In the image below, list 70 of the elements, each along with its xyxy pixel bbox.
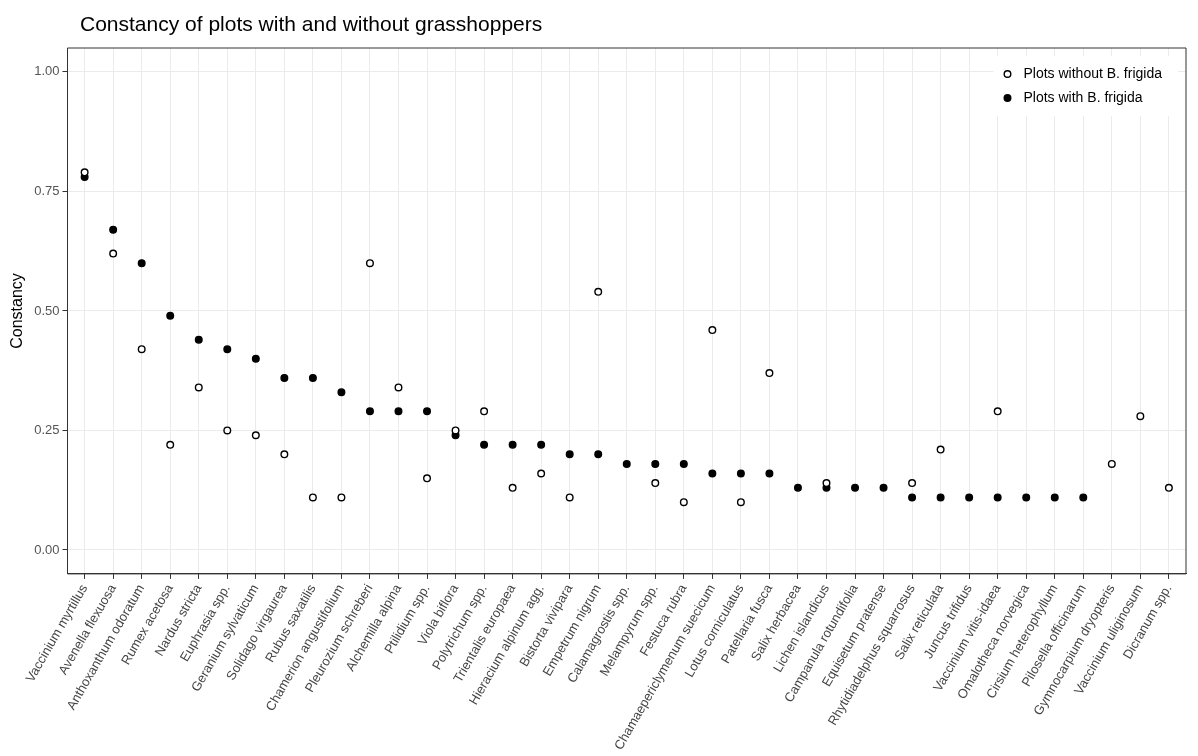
point — [1164, 483, 1173, 492]
legend-label: Plots with B. frigida — [1023, 88, 1143, 105]
point — [936, 493, 945, 502]
point — [308, 373, 317, 382]
point — [765, 469, 774, 478]
point — [936, 445, 945, 454]
point — [851, 483, 860, 492]
point — [565, 450, 574, 459]
point — [708, 326, 717, 335]
point — [223, 345, 232, 354]
point — [480, 407, 489, 416]
y-tick-label: 1.00 — [34, 63, 60, 79]
point — [993, 407, 1002, 416]
point — [1050, 493, 1059, 502]
point — [679, 459, 688, 468]
point — [993, 493, 1002, 502]
y-axis-title: Constancy — [8, 273, 26, 349]
point — [622, 459, 631, 468]
point — [508, 483, 517, 492]
point — [166, 440, 175, 449]
point — [308, 493, 317, 502]
point — [965, 493, 974, 502]
y-tick-label: 0.00 — [34, 541, 60, 557]
point — [879, 483, 888, 492]
point — [394, 407, 403, 416]
point — [137, 259, 146, 268]
point — [109, 249, 118, 258]
point — [537, 469, 546, 478]
point — [1022, 493, 1031, 502]
point — [194, 335, 203, 344]
point — [508, 440, 517, 449]
point — [1079, 493, 1088, 502]
point — [337, 493, 346, 502]
point — [251, 431, 260, 440]
y-tick-label: 0.50 — [34, 302, 60, 318]
legend-label: Plots without B. frigida — [1023, 64, 1163, 81]
point — [765, 369, 774, 378]
point — [1107, 459, 1116, 468]
point — [194, 383, 203, 392]
point — [793, 483, 802, 492]
point — [679, 498, 688, 507]
point — [423, 407, 432, 416]
point — [537, 440, 546, 449]
point — [280, 450, 289, 459]
point — [166, 311, 175, 320]
point — [908, 493, 917, 502]
point — [280, 373, 289, 382]
point — [736, 498, 745, 507]
point — [109, 225, 118, 234]
point — [708, 469, 717, 478]
point — [565, 493, 574, 502]
y-tick-label: 0.75 — [34, 183, 60, 198]
point — [223, 426, 232, 435]
point — [594, 287, 603, 296]
point — [394, 383, 403, 392]
point — [337, 388, 346, 397]
chart-title: Constancy of plots with and without grasshoppers — [80, 12, 543, 36]
point — [908, 479, 917, 488]
point — [651, 479, 660, 488]
point — [594, 450, 603, 459]
point — [1136, 412, 1145, 421]
point — [365, 259, 374, 268]
point — [736, 469, 745, 478]
y-tick-label: 0.25 — [34, 422, 60, 438]
point — [480, 440, 489, 449]
point — [365, 407, 374, 416]
point — [137, 345, 146, 354]
point — [423, 474, 432, 483]
point — [651, 459, 660, 468]
point — [251, 354, 260, 363]
